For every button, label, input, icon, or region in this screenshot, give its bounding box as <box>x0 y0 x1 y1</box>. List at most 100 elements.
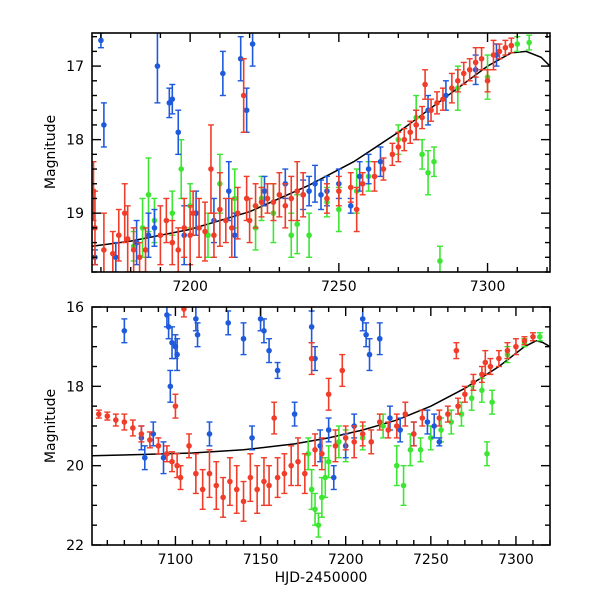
marker <box>342 435 349 441</box>
marker <box>291 411 298 417</box>
data-point-red <box>300 172 307 218</box>
marker <box>389 151 396 158</box>
marker <box>121 419 128 425</box>
marker <box>380 166 387 172</box>
marker <box>96 411 102 417</box>
data-point-blue <box>249 33 256 67</box>
data-point-blue <box>166 87 173 119</box>
data-point-red <box>288 175 295 222</box>
data-point-red <box>482 349 489 376</box>
data-point-blue <box>240 322 247 356</box>
marker <box>496 355 502 362</box>
data-point-red <box>461 385 468 403</box>
data-point-blue <box>431 413 438 439</box>
data-point-green <box>178 138 185 200</box>
data-point-red <box>186 433 193 459</box>
marker <box>294 188 301 194</box>
marker <box>536 333 543 340</box>
marker <box>530 333 536 340</box>
marker <box>227 478 233 485</box>
data-point-blue <box>261 175 268 207</box>
data-point-red <box>282 183 289 229</box>
data-point-blue <box>231 212 238 258</box>
marker <box>240 92 247 99</box>
data-point-green <box>335 425 342 459</box>
marker <box>410 431 417 437</box>
data-point-blue <box>376 322 383 356</box>
marker <box>385 427 392 433</box>
marker <box>226 188 232 194</box>
marker <box>104 413 111 419</box>
bottom-frame <box>91 306 551 546</box>
x-tick-label: 7300 <box>498 552 534 568</box>
data-point-blue <box>363 322 370 348</box>
data-point-red <box>124 205 131 272</box>
marker <box>147 437 153 443</box>
data-point-red <box>210 212 217 258</box>
marker <box>312 447 318 453</box>
marker <box>449 85 455 91</box>
top-frame <box>91 32 551 273</box>
data-point-red <box>428 98 435 122</box>
data-point-green <box>315 512 322 538</box>
data-point-blue <box>436 437 443 447</box>
marker <box>428 107 434 114</box>
data-point-blue <box>266 338 273 364</box>
data-point-blue <box>397 417 404 443</box>
marker <box>395 144 402 150</box>
data-point-blue <box>160 441 167 475</box>
marker <box>319 450 325 457</box>
marker <box>243 107 250 114</box>
data-point-red <box>121 183 128 244</box>
marker <box>266 347 272 354</box>
data-point-red <box>192 453 199 495</box>
data-point-red <box>353 186 360 233</box>
data-point-red <box>453 342 460 360</box>
data-point-red <box>502 39 509 56</box>
data-point-red <box>157 205 164 266</box>
data-point-red <box>521 336 528 346</box>
data-point-red <box>169 219 176 266</box>
marker <box>521 337 528 344</box>
data-point-red <box>318 437 325 471</box>
marker <box>130 247 137 253</box>
marker <box>174 351 180 358</box>
marker <box>466 66 473 73</box>
marker <box>169 96 176 102</box>
data-point-red <box>308 342 315 376</box>
data-point-blue <box>112 241 119 272</box>
data-point-red <box>508 37 515 54</box>
data-point-blue <box>165 314 172 340</box>
marker <box>300 191 306 198</box>
marker <box>223 217 229 224</box>
marker <box>437 258 443 264</box>
data-point-green <box>306 212 313 258</box>
x-tick-label: 7300 <box>470 279 506 295</box>
marker <box>302 470 308 477</box>
y-tick-label: 22 <box>66 538 84 554</box>
marker <box>445 411 451 417</box>
data-point-red <box>163 197 170 244</box>
marker <box>169 239 176 246</box>
marker <box>178 166 185 172</box>
data-point-red <box>325 377 332 411</box>
marker <box>249 435 255 441</box>
marker <box>155 443 162 449</box>
data-point-blue <box>424 409 431 435</box>
marker <box>431 158 437 165</box>
marker <box>151 225 158 231</box>
marker <box>339 367 346 374</box>
marker <box>484 450 490 457</box>
marker <box>240 498 247 505</box>
data-point-red <box>433 91 440 115</box>
marker <box>526 39 532 46</box>
marker <box>306 232 312 239</box>
marker <box>240 335 247 342</box>
marker <box>288 462 295 469</box>
data-point-blue <box>306 175 313 207</box>
marker <box>376 419 383 425</box>
data-point-blue <box>318 179 324 211</box>
data-point-green <box>436 245 443 272</box>
y-tick-label: 20 <box>66 459 84 475</box>
bottom-plot-area <box>92 307 550 538</box>
